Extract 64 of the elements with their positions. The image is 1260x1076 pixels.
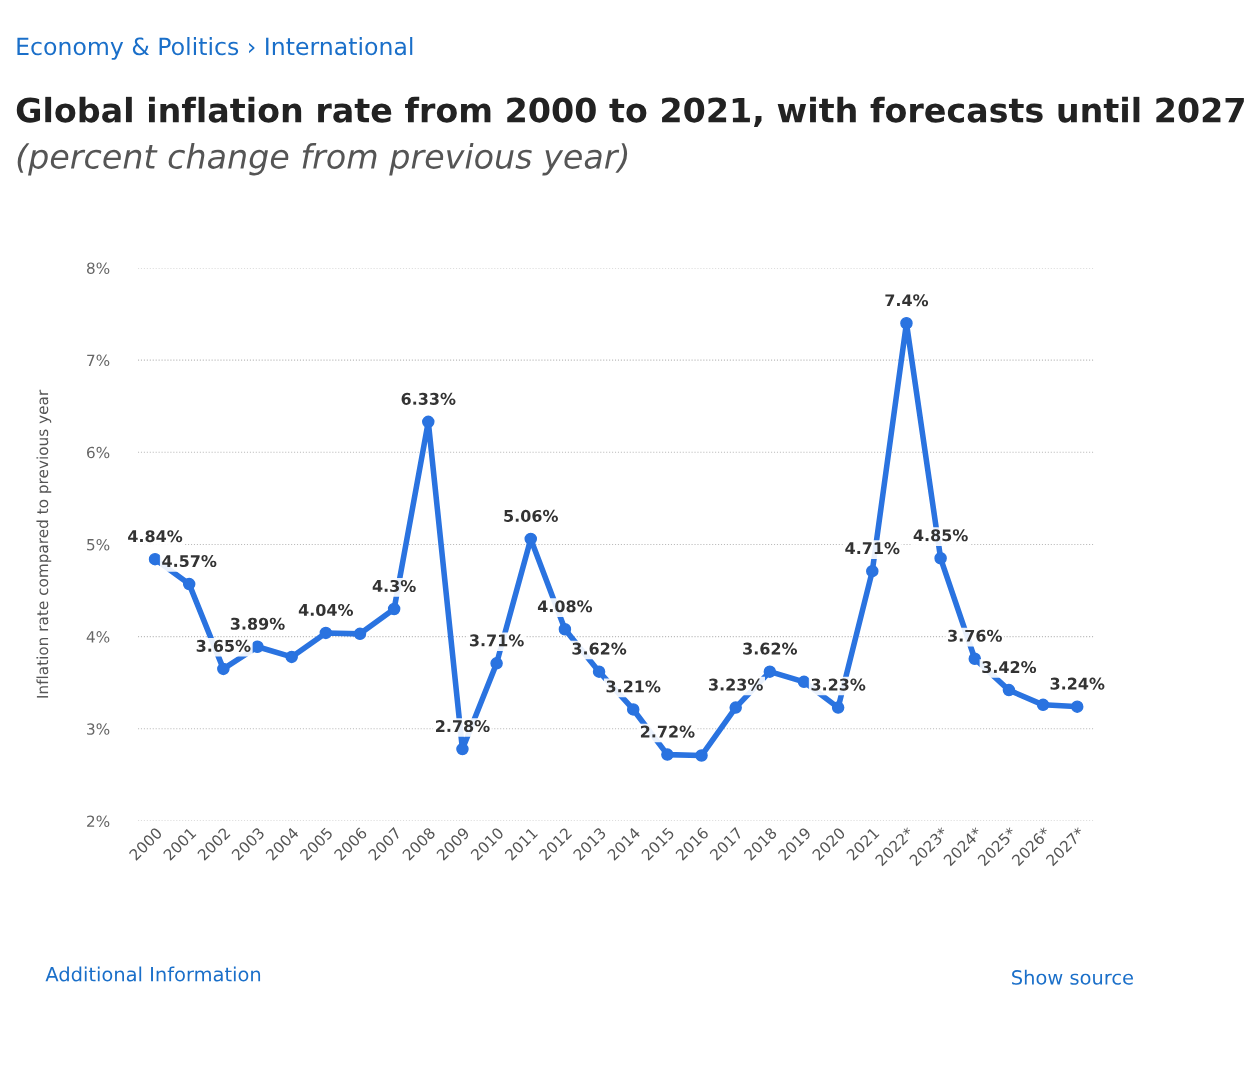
data-label: 6.33% <box>401 392 456 405</box>
data-label: 4.04% <box>298 603 354 616</box>
data-label: 3.23% <box>811 678 866 691</box>
y-tick-label: 3% <box>87 723 110 735</box>
text: Additional Information <box>45 966 261 982</box>
data-label: 3.62% <box>743 642 798 655</box>
data-label: 3.23% <box>709 678 763 691</box>
data-label: 4.84% <box>128 530 183 543</box>
point <box>968 652 982 666</box>
data-label: 2.72% <box>640 725 695 738</box>
point <box>148 552 162 566</box>
point <box>1036 698 1050 712</box>
y-tick-label: 5% <box>87 538 110 551</box>
data-label: 4.85% <box>913 529 968 542</box>
point <box>695 749 708 762</box>
chart-subtitle: (percent change from previous year) <box>17 143 628 176</box>
data-label: 3.65% <box>196 639 251 652</box>
data-label: 7.4% <box>885 294 929 307</box>
data-label: 3.42% <box>982 661 1037 674</box>
y-tick-label: 6% <box>87 446 110 459</box>
data-label: 4.3% <box>372 579 416 592</box>
data-label: 5.06% <box>504 509 558 522</box>
data-label: 3.24% <box>1050 677 1105 690</box>
text: Economy & Politics › International <box>17 36 413 60</box>
point <box>456 742 469 756</box>
point <box>1070 700 1084 713</box>
point <box>285 650 298 664</box>
data-label: 2.78% <box>436 720 490 733</box>
y-tick-label: 4% <box>86 631 110 643</box>
point <box>934 552 947 565</box>
point <box>1002 683 1016 697</box>
point <box>490 657 503 670</box>
point <box>319 626 333 640</box>
point <box>900 316 913 330</box>
data-label: 4.57% <box>162 555 217 568</box>
point <box>558 623 572 636</box>
y-tick-label: 2% <box>87 815 110 828</box>
point <box>626 703 640 716</box>
point <box>763 665 777 678</box>
y-axis-title: Inflation rate compared to previous year <box>36 389 52 698</box>
data-label: 3.76% <box>948 629 1002 642</box>
point <box>387 602 401 616</box>
point <box>251 640 264 654</box>
y-tick-label: 7% <box>87 354 110 367</box>
chart-title: Global inflation rate from 2000 to 2021, with forecasts until 2027 <box>16 96 1244 127</box>
point <box>592 665 606 678</box>
text: Show source <box>1012 969 1133 985</box>
point <box>217 662 230 676</box>
point <box>422 415 435 429</box>
point <box>831 701 845 714</box>
point <box>353 627 367 641</box>
y-tick-label: 8% <box>86 262 110 274</box>
data-label: 3.21% <box>606 680 661 693</box>
point <box>797 675 811 689</box>
data-label: 3.89% <box>230 617 285 630</box>
data-label: 3.62% <box>572 642 627 655</box>
point <box>524 532 538 546</box>
data-label: 3.71% <box>469 634 524 647</box>
data-label: 4.71% <box>845 542 900 555</box>
point <box>182 577 196 591</box>
point <box>866 564 879 578</box>
point <box>729 701 742 714</box>
data-label: 4.08% <box>537 600 593 613</box>
point <box>661 748 674 761</box>
